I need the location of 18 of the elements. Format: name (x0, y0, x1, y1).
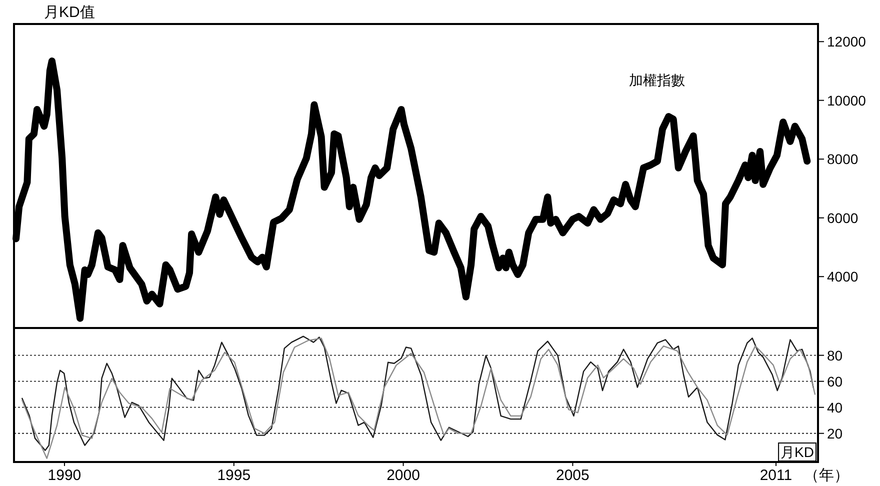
y-tick-label: 80 (827, 347, 843, 364)
x-axis-title: （年） (804, 467, 849, 484)
x-tick-label: 1995 (217, 467, 251, 484)
text: 加權指數 (629, 72, 686, 88)
annotation: 月KD (780, 444, 814, 460)
x-tick-label: 2005 (556, 467, 590, 484)
y-tick-label: 40 (827, 399, 843, 416)
chart-title: 月KD值 (44, 4, 95, 21)
y-tick-label: 60 (827, 373, 843, 390)
x-tick-label: 2011 (760, 467, 792, 484)
x-tick-label: 1990 (48, 467, 82, 484)
x-tick-label: 2000 (386, 467, 420, 484)
y-tick-label: 20 (827, 425, 843, 442)
y-tick-label: 8000 (827, 151, 858, 168)
y-tick-label: 12000 (827, 34, 866, 50)
y-tick-label: 4000 (827, 268, 858, 285)
y-tick-label: 10000 (827, 92, 866, 108)
y-tick-label: 6000 (827, 210, 858, 226)
